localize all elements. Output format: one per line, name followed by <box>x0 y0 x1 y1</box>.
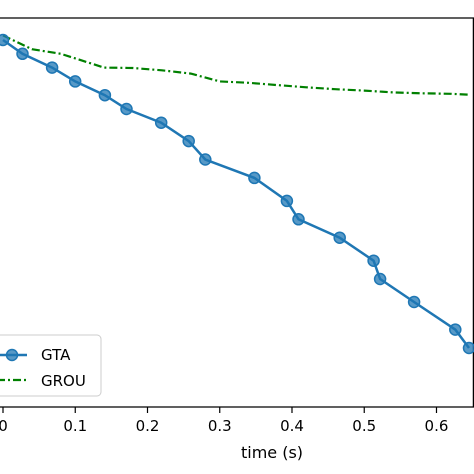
data-point-gta <box>449 323 462 336</box>
x-tick-label: 0.4 <box>280 417 304 435</box>
x-tick-label: 0.3 <box>208 417 232 435</box>
axes <box>0 17 474 408</box>
data-point-gta <box>154 116 168 129</box>
legend-grou-label: GROU <box>41 372 86 390</box>
x-tick-label: 0.5 <box>352 417 376 435</box>
data-point-gta <box>0 33 10 47</box>
legend-gta-label: GTA <box>41 346 71 364</box>
data-point-gta <box>199 153 212 166</box>
data-point-gta <box>248 171 261 185</box>
data-point-gta <box>333 231 346 244</box>
x-tick-label: 0 <box>0 417 8 435</box>
data-point-gta <box>182 134 195 148</box>
data-point-gta <box>462 341 474 355</box>
x-ticks: 0 0.1 0.2 0.3 0.4 0.5 0.6 <box>0 407 448 435</box>
x-axis-label: time (s) <box>241 443 303 462</box>
data-point-gta <box>367 254 380 267</box>
series-line-grou <box>2 34 470 96</box>
legend-entry-grou: GROU <box>0 372 86 390</box>
data-point-gta <box>407 295 421 309</box>
data-point-gta <box>373 272 387 286</box>
data-point-gta <box>16 47 29 61</box>
legend-entry-gta: GTA <box>0 346 71 364</box>
legend-gta-marker <box>5 348 19 362</box>
data-point-gta <box>292 213 305 226</box>
x-tick-label: 0.1 <box>63 417 87 435</box>
data-point-gta <box>98 88 112 102</box>
data-point-gta <box>120 102 133 116</box>
legend: GTA GROU <box>0 334 102 397</box>
data-point-gta <box>280 194 294 208</box>
series-markers <box>0 33 474 355</box>
data-point-gta <box>45 61 59 74</box>
x-tick-label: 0.2 <box>136 417 160 435</box>
x-tick-label: 0.6 <box>425 417 449 435</box>
data-point-gta <box>68 75 82 88</box>
